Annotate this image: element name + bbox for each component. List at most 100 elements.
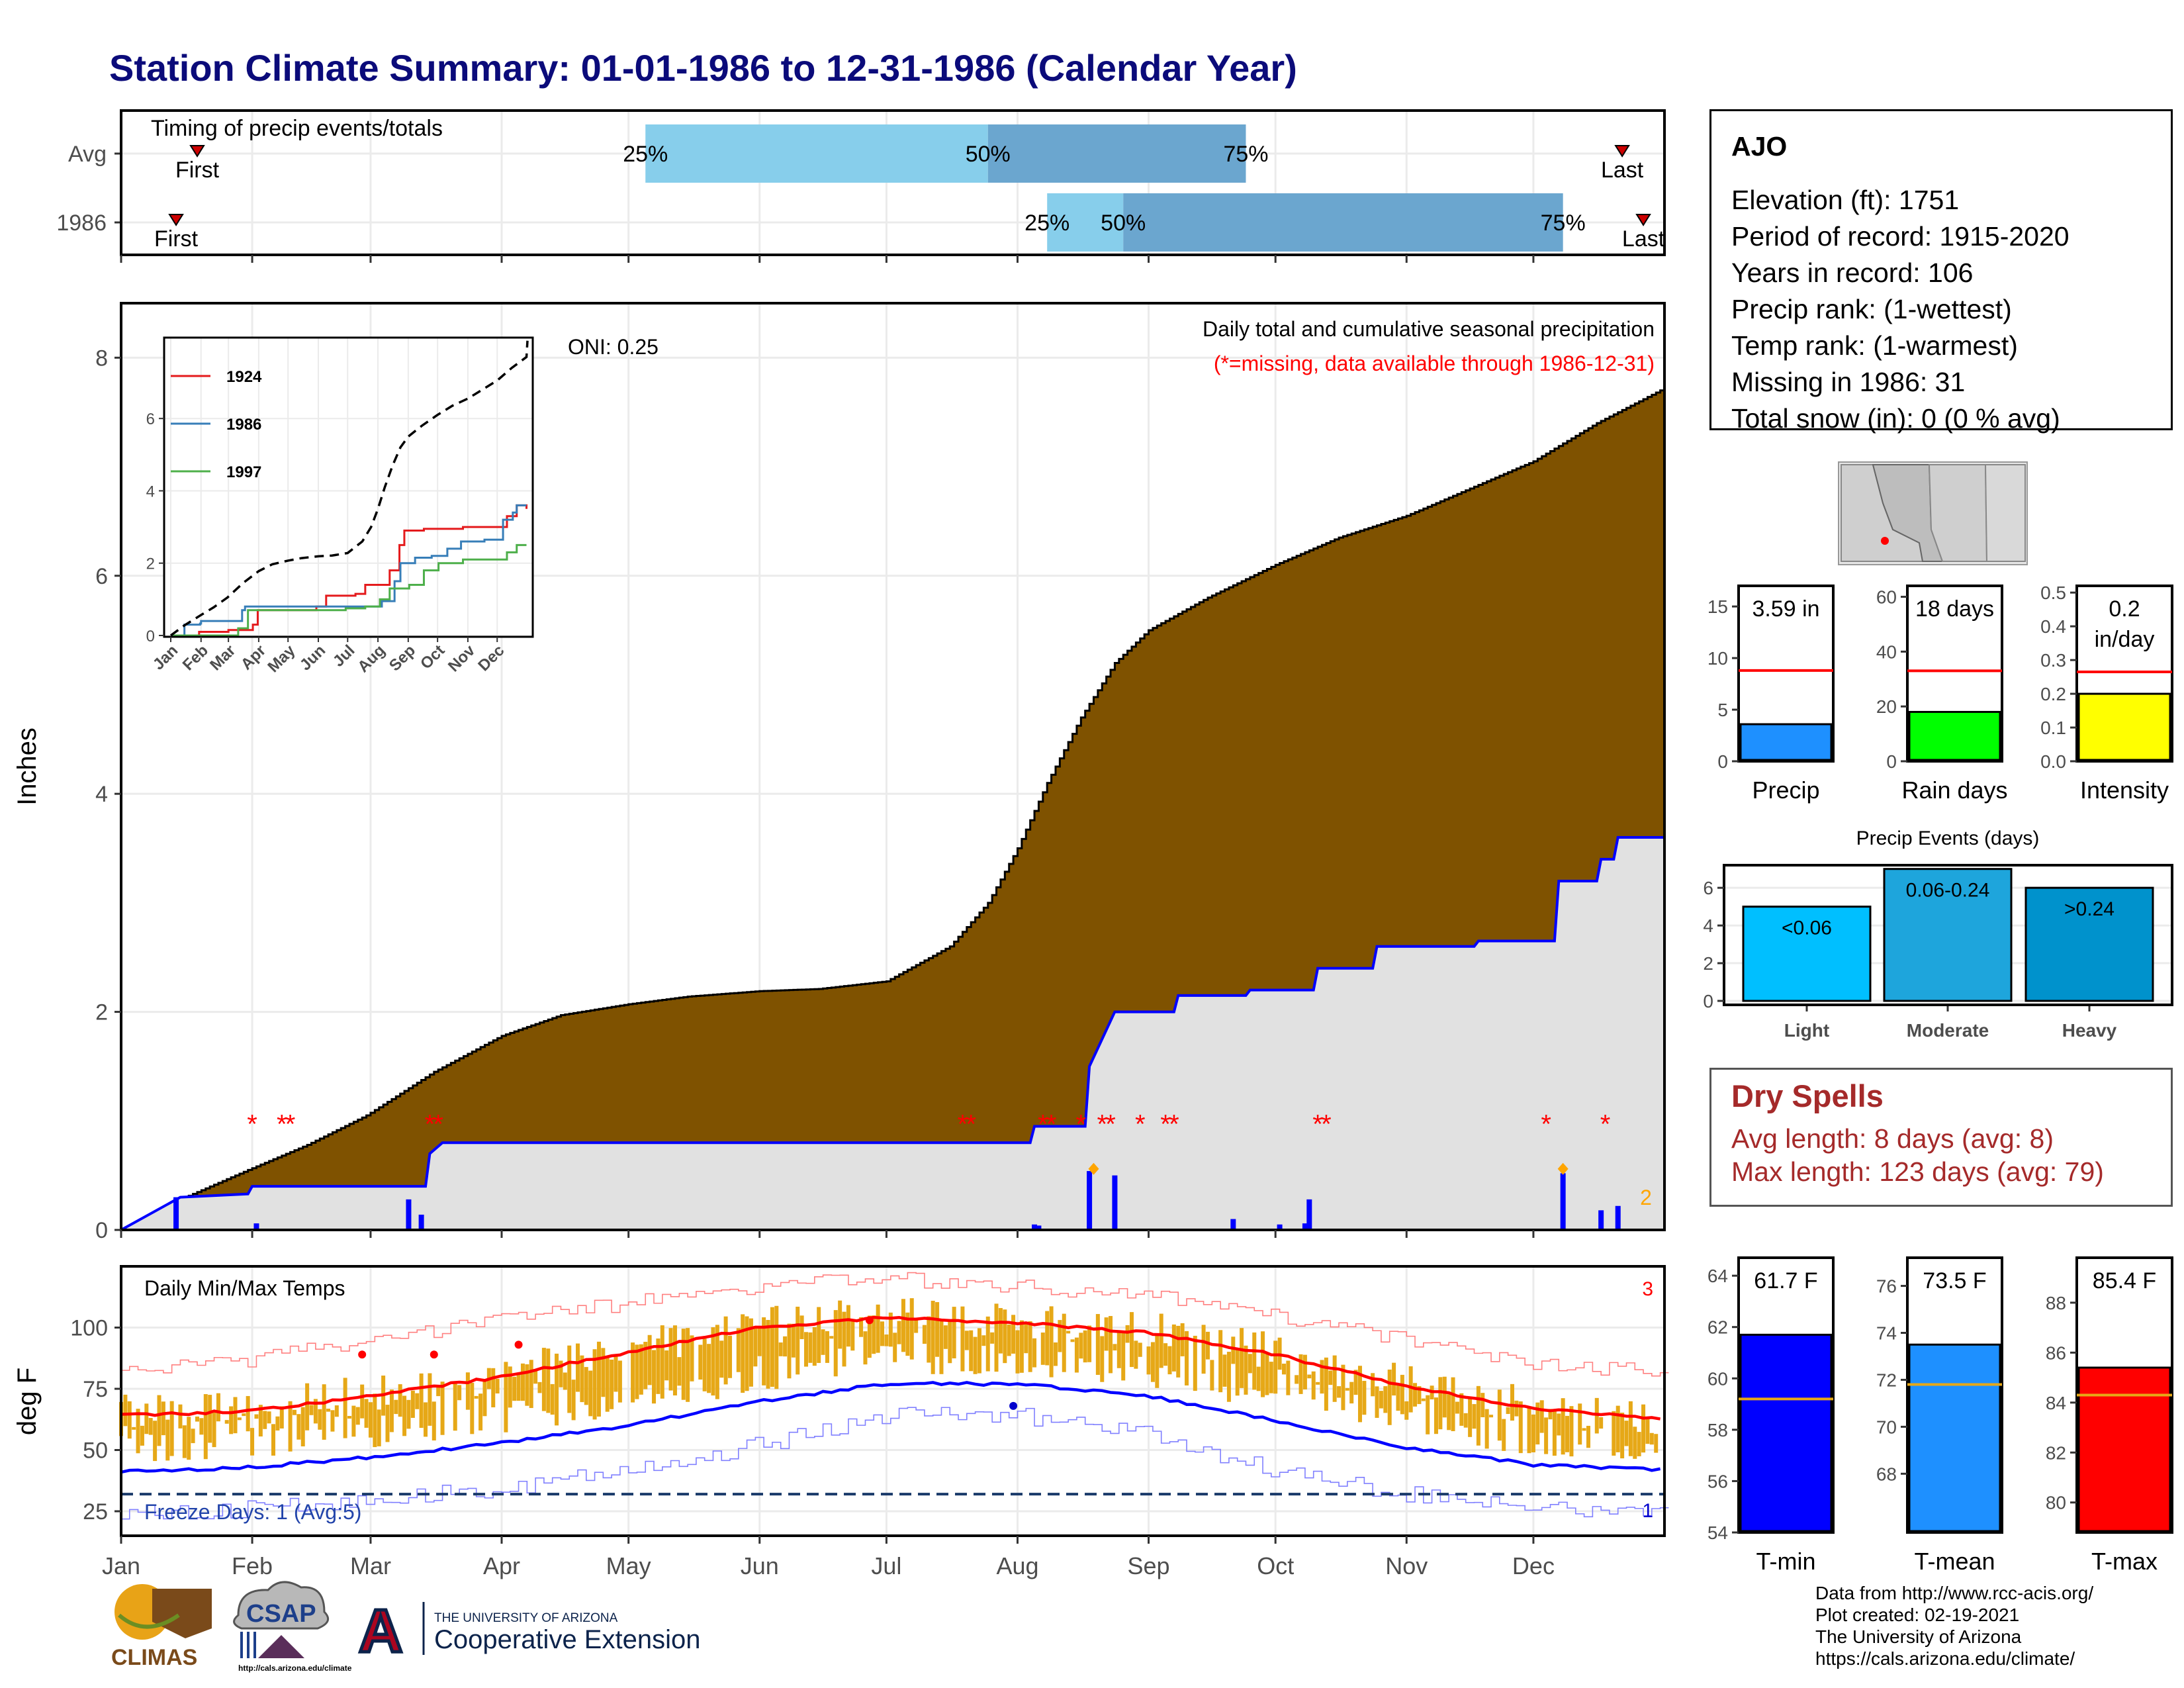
daily-temp-bar [512,1376,517,1401]
daily-temp-bar [1396,1385,1400,1411]
daily-temp-bar [1265,1353,1269,1395]
station-snow: Total snow (in): 0 (0 % avg) [1731,403,2060,434]
daily-temp-bar [1649,1432,1654,1445]
daily-temp-bar [1633,1427,1637,1459]
daily-temp-bar [1362,1381,1367,1415]
record-temp-marker [1009,1401,1018,1410]
daily-temp-bar [144,1403,149,1434]
daily-temp-bar [436,1387,441,1397]
daily-temp-bar [1281,1364,1286,1375]
events-ytick-label: 2 [1703,953,1713,974]
daily-temp-bar [313,1399,318,1424]
daily-temp-bar [1510,1383,1514,1421]
missing-day-marker: * [1321,1109,1332,1139]
daily-temp-bar [927,1316,931,1363]
daily-temp-bar [1286,1360,1291,1395]
missing-day-marker: * [1038,1109,1048,1139]
daily-temp-bar [516,1372,521,1401]
daily-temp-bar [1455,1401,1459,1414]
daily-temp-bar [1244,1345,1248,1395]
daily-temp-bar [292,1409,296,1415]
inset-frame [163,336,534,638]
precip_total-ytick-label: 5 [1717,700,1728,720]
timing-q75-label: 75% [1541,211,1586,236]
tmin-ytick-label: 54 [1707,1523,1728,1543]
daily-temp-bar [677,1357,682,1386]
daily-temp-bar [977,1328,981,1374]
daily-temp-bar [643,1342,648,1389]
daily-temp-bar [351,1405,356,1437]
daily-temp-bar [1150,1342,1155,1382]
daily-temp-bar [762,1317,766,1385]
events-bar-label: 0.06-0.24 [1906,880,1990,902]
daily-temp-bar [1392,1362,1396,1396]
daily-temp-bar [1171,1324,1176,1372]
daily-temp-bar [368,1402,373,1438]
tmax-ytick-label: 82 [2046,1442,2066,1463]
daily-temp-bar [1328,1370,1333,1385]
daily-temp-bar [465,1372,470,1410]
daily-temp-bar [614,1354,618,1392]
climas-logo: CLIMAS [111,1584,212,1670]
tmean-value-bar [1908,1343,2001,1532]
daily-precip-bar [1112,1175,1118,1230]
daily-temp-bar [1252,1332,1257,1390]
daily-temp-bar [757,1327,762,1356]
daily-temp-bar [322,1384,326,1440]
daily-temp-bar [1383,1386,1388,1413]
daily-temp-bar [1451,1377,1455,1432]
precip-corner-count: 2 [1640,1186,1652,1209]
daily-temp-bar [153,1421,158,1462]
daily-temp-bar [296,1414,301,1440]
tmax-value-bar [2077,1366,2171,1532]
tmax-xlabel: T-max [2091,1548,2158,1575]
missing-day-marker: * [247,1109,257,1139]
daily-temp-bar [964,1331,969,1350]
daily-precip-bar [253,1223,259,1230]
daily-temp-bar [470,1382,475,1434]
tmax-ytick-label: 86 [2046,1342,2066,1363]
temps-xtick-label: Jul [871,1552,901,1579]
daily-temp-bar [1302,1354,1307,1389]
missing-day-marker: * [425,1109,435,1139]
intensity-ytick-label: 0.2 [2040,684,2066,704]
daily-temp-bar [838,1300,842,1349]
daily-temp-bar [1316,1382,1320,1385]
daily-temp-bar [1518,1401,1523,1454]
daily-temp-bar [617,1360,622,1403]
daily-temp-bar [216,1393,220,1422]
inset-ytick-label: 6 [146,410,155,428]
daily-temp-bar [808,1332,813,1363]
page-title: Station Climate Summary: 01-01-1986 to 1… [109,47,1297,89]
daily-temp-bar [707,1344,711,1393]
daily-temp-bar [279,1406,284,1429]
daily-temp-bar [1480,1393,1485,1417]
daily-temp-bar [1582,1428,1586,1431]
daily-temp-bar [203,1394,208,1460]
daily-temp-bar [398,1384,402,1417]
daily-temp-bar [1332,1355,1337,1402]
daily-temp-bar [787,1323,792,1379]
ua-letter-icon: A [359,1597,402,1665]
daily-temp-bar [719,1340,724,1378]
station-period: Period of record: 1915-2020 [1731,221,2070,252]
tmean-value-label: 73.5 F [1923,1268,1986,1293]
temps-xtick-label: Jun [741,1552,779,1579]
map-state-tx [1984,464,2026,562]
daily-temp-bar [1045,1311,1050,1366]
intensity-value-bar [2077,692,2171,761]
daily-temp-bar [1476,1385,1480,1446]
precip-title: Daily total and cumulative seasonal prec… [1203,317,1655,341]
missing-day-marker: * [1312,1109,1323,1139]
daily-precip-bar [1302,1223,1308,1230]
precip-diamond-marker [1557,1162,1569,1175]
daily-temp-bar [1159,1313,1163,1368]
missing-day-marker: * [1160,1109,1171,1139]
daily-temp-bar [1489,1415,1494,1418]
missing-day-marker: * [1105,1109,1116,1139]
daily-temp-bar [796,1306,800,1375]
daily-temp-bar [474,1395,478,1399]
daily-temp-bar [715,1325,719,1399]
station-precip-rank: Precip rank: (1-wettest) [1731,294,2012,324]
daily-temp-bar [770,1307,774,1387]
